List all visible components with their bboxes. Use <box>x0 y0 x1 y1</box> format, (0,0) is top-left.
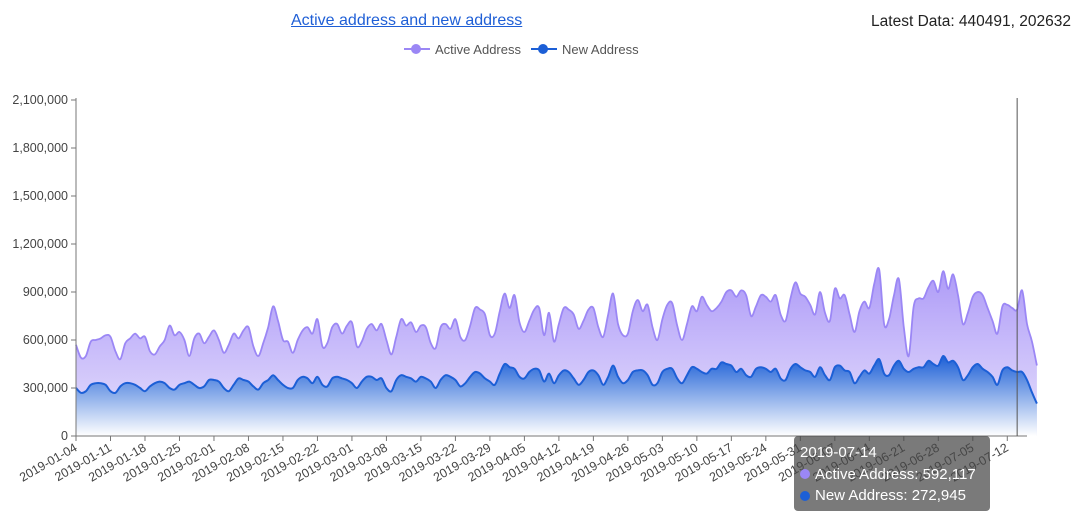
chart-title[interactable]: Active address and new address <box>291 12 523 29</box>
y-tick-label: 600,000 <box>23 333 68 347</box>
y-tick-label: 0 <box>61 429 68 443</box>
y-tick-label: 1,800,000 <box>12 141 68 155</box>
y-tick-label: 900,000 <box>23 285 68 299</box>
series-line-active-address <box>75 267 1038 366</box>
legend-swatch-new-icon <box>531 42 557 56</box>
y-tick-label: 2,100,000 <box>12 93 68 107</box>
tooltip-new-dot-icon <box>800 490 810 501</box>
legend-label-active: Active Address <box>435 41 521 57</box>
series-area-new-address <box>76 355 1037 436</box>
tooltip-active-value: Active Address: 592,117 <box>815 465 976 483</box>
y-tick-label: 1,500,000 <box>12 189 68 203</box>
chart-legend: Active Address New Address <box>404 40 649 58</box>
area-layer <box>75 267 1038 436</box>
legend-swatch-active-icon <box>404 42 430 56</box>
legend-label-new: New Address <box>562 41 639 57</box>
y-tick-label: 1,200,000 <box>12 237 68 251</box>
tooltip-new-value: New Address: 272,945 <box>815 487 966 504</box>
legend-item-new-address[interactable]: New Address <box>531 42 639 57</box>
legend-item-active-address[interactable]: Active Address <box>404 42 521 57</box>
tooltip-date: 2019-07-14 <box>800 444 877 461</box>
series-line-new-address <box>75 355 1038 405</box>
tooltip-row-active: Active Address: 592,117 <box>800 464 984 486</box>
latest-data-label: Latest Data: 440491, 202632 <box>871 13 1071 30</box>
data-tooltip: 2019-07-14 Active Address: 592,117 New A… <box>794 436 990 511</box>
tooltip-active-dot-icon <box>800 469 810 480</box>
y-tick-label: 300,000 <box>23 381 68 395</box>
tooltip-row-new: New Address: 272,945 <box>800 485 984 507</box>
